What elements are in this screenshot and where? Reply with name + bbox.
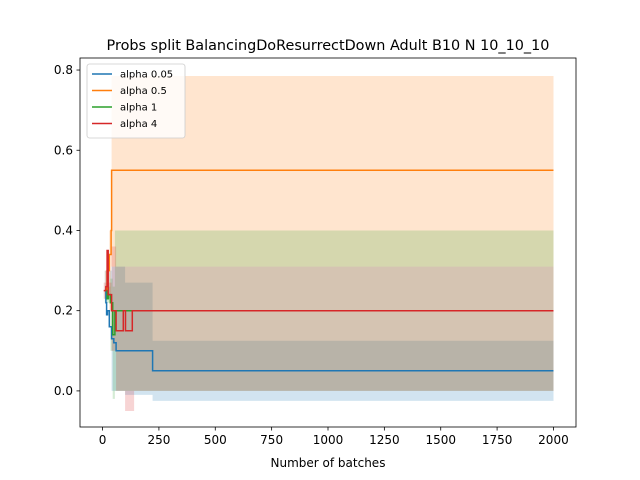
legend-box — [86, 63, 186, 139]
legend-label-1: alpha 0.5 — [120, 86, 167, 97]
series-band-2 — [104, 230, 554, 399]
chart-title: Probs split BalancingDoResurrectDown Adu… — [107, 38, 550, 54]
legend-label-2: alpha 1 — [120, 103, 157, 114]
x-tick-label-7: 1750 — [482, 433, 513, 447]
legend: alpha 0.05 alpha 0.5 alpha 1 alpha 4 — [86, 63, 186, 139]
x-tick-label-4: 1000 — [313, 433, 344, 447]
legend-label-3: alpha 4 — [120, 119, 157, 130]
x-tick-label-2: 500 — [204, 433, 227, 447]
x-tick-label-8: 2000 — [538, 433, 569, 447]
y-tick-label-1: 0.2 — [54, 304, 73, 318]
series-line-2 — [104, 289, 554, 336]
y-tick-label-3: 0.6 — [54, 143, 73, 157]
y-tick-label-2: 0.4 — [54, 223, 73, 237]
x-tick-label-0: 0 — [99, 433, 107, 447]
plot-area — [103, 76, 554, 411]
axes: 0 250 500 750 1000 1250 1500 1750 2000 0.0 0.2 0.4 0… — [54, 57, 577, 447]
y-tick-label-0: 0.0 — [54, 384, 73, 398]
series-band-1 — [104, 76, 554, 311]
x-tick-label-5: 1250 — [369, 433, 400, 447]
x-tick-label-6: 1500 — [425, 433, 456, 447]
series-line-0 — [104, 289, 554, 372]
legend-label-0: alpha 0.05 — [120, 70, 173, 81]
x-axis-title: Number of batches — [271, 456, 386, 470]
series-band-3 — [103, 230, 554, 411]
series-band-0 — [104, 266, 554, 401]
y-tick-label-4: 0.8 — [54, 63, 73, 77]
x-tick-label-1: 250 — [147, 433, 170, 447]
x-tick-label-3: 750 — [260, 433, 283, 447]
series-line-3 — [103, 249, 554, 332]
